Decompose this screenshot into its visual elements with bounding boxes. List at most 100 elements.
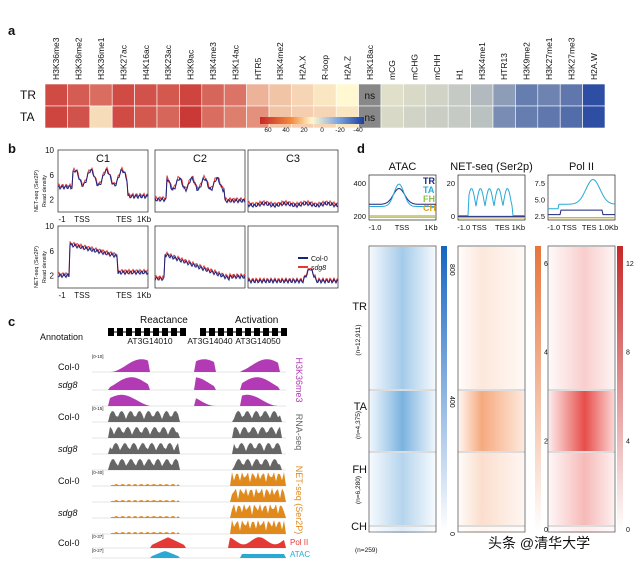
heatmap-column-label: H2A.W xyxy=(589,53,599,80)
heatmap-column-label: H1 xyxy=(454,69,464,80)
heatmap-cell xyxy=(134,83,158,107)
watermark: 头条 @清华大学 xyxy=(488,535,590,551)
heatmap-column-label: H3K36me3 xyxy=(51,37,61,80)
track-signal xyxy=(92,426,286,438)
heatmap-cell xyxy=(515,83,539,107)
heatmap-cell xyxy=(492,83,516,107)
cluster-count: (n=259) xyxy=(355,547,378,554)
track-signal xyxy=(92,504,286,518)
profile-frame xyxy=(57,149,149,213)
cluster-profile-curve xyxy=(548,178,616,210)
track-signal xyxy=(92,410,286,422)
cluster-profile-y-tick: 7.5 xyxy=(535,179,545,188)
cluster-colorbar-tick: 400 xyxy=(448,396,455,408)
profile-cluster-title: C3 xyxy=(286,153,300,165)
panel-label-d: d xyxy=(357,141,365,156)
heatmap-cell xyxy=(134,105,158,129)
heatmap-cell xyxy=(380,83,404,107)
track-sample-label: sdg8 xyxy=(58,380,78,390)
profile-curve xyxy=(154,253,246,282)
cluster-profile-y-tick: 0 xyxy=(451,212,455,221)
heatmap-cell xyxy=(44,83,68,107)
profile-x-tick: TES xyxy=(116,215,132,224)
cluster-profile-x-tick: -1.0 xyxy=(369,223,382,232)
heatmap-cell xyxy=(380,105,404,129)
heatmap-column-label: mCHG xyxy=(410,54,420,80)
cluster-column-title: ATAC xyxy=(389,161,417,173)
heatmap-cell xyxy=(223,83,247,107)
profile-curve xyxy=(57,241,149,278)
heatmap-cell xyxy=(582,105,606,129)
heatmap-column-label: H2A.Z xyxy=(342,56,352,80)
cluster-colorbar-tick: 0 xyxy=(626,527,630,534)
cluster-count: (n=6,280) xyxy=(355,476,362,504)
heatmap-cell xyxy=(201,105,225,129)
heatmap-column-label: H3K27ac xyxy=(118,44,128,80)
heatmap-ns-label: ns xyxy=(365,113,376,124)
heatmap-cell xyxy=(67,105,91,129)
profile-curve xyxy=(57,166,149,199)
cluster-profile-y-tick: 2.5 xyxy=(535,212,545,221)
track-scale: [0-27] xyxy=(92,548,104,553)
heatmap-cell xyxy=(179,83,203,107)
profile-curve xyxy=(57,242,149,279)
heatmap-column-label: H3K36me2 xyxy=(74,37,84,80)
profile-x-tick: -1 xyxy=(58,215,66,224)
cluster-legend-label: TA xyxy=(423,185,435,195)
region-label: Reactance xyxy=(140,315,188,326)
heatmap-cell xyxy=(559,105,583,129)
profile-curve xyxy=(247,200,339,209)
gene-model-exon xyxy=(281,328,287,336)
cluster-column-title: Pol II xyxy=(569,161,594,173)
gene-model-exon xyxy=(153,328,159,336)
track-group-label: NET-seq (Ser2P) xyxy=(294,466,304,535)
profile-x-tick: 1Kb xyxy=(137,291,152,300)
gene-model-exon xyxy=(171,328,177,336)
cluster-colorbar-tick: 800 xyxy=(448,264,455,276)
cluster-label: CH xyxy=(351,521,367,533)
cluster-colorbar-tick: 4 xyxy=(544,350,548,357)
track-group-label: Pol II xyxy=(290,538,308,547)
heatmap-cell xyxy=(335,83,359,107)
profile-curve xyxy=(247,268,339,285)
heatmap-cell xyxy=(537,105,561,129)
cluster-profile-x-tick: 1Kb xyxy=(424,223,437,232)
cluster-legend-label: TR xyxy=(423,176,435,186)
cluster-colorbar-tick: 2 xyxy=(544,438,548,445)
heatmap-row-label: TR xyxy=(20,88,36,102)
track-sample-label: Col-0 xyxy=(58,476,80,486)
profile-cluster-title: C1 xyxy=(96,153,110,165)
cluster-colorbar-tick: 6 xyxy=(544,261,548,268)
region-label: Activation xyxy=(235,315,278,326)
track-scale: [0-37] xyxy=(92,534,104,539)
heatmap-column-label: H3K14ac xyxy=(230,44,240,80)
cluster-profile-x-tick: -1.0 TSS xyxy=(547,223,576,232)
profile-frame xyxy=(247,149,339,213)
gene-model-exon xyxy=(126,328,132,336)
panel-label-a: a xyxy=(8,23,16,38)
heatmap-column-label: H3K18ac xyxy=(365,44,375,80)
gene-model-exon xyxy=(117,328,123,336)
cluster-profile-x-tick: TES 1.0Kb xyxy=(582,223,618,232)
track-signal xyxy=(92,472,286,486)
heatmap-column-label: H3K4me3 xyxy=(208,42,218,80)
panel-label-c: c xyxy=(8,314,15,329)
heatmap-column-label: H3K36me1 xyxy=(96,37,106,80)
cluster-heatmap-block xyxy=(459,453,524,525)
profile-curve xyxy=(247,267,339,283)
heatmap-column-label: H2A.X xyxy=(298,55,308,80)
colorbar-tick: -40 xyxy=(353,127,363,134)
heatmap-ns-label: ns xyxy=(365,91,376,102)
track-signal xyxy=(92,537,286,548)
heatmap-cell xyxy=(201,83,225,107)
annotation-label: Annotation xyxy=(40,332,83,342)
heatmap-cell xyxy=(425,83,449,107)
colorbar-tick: 20 xyxy=(300,127,308,134)
cluster-legend-label: CH xyxy=(423,203,436,213)
heatmap-cell xyxy=(470,105,494,129)
cluster-profile-y-tick: 5.0 xyxy=(535,196,545,205)
heatmap-column-label: H4K16ac xyxy=(141,44,151,80)
profile-y-label: Read density xyxy=(42,175,48,207)
cluster-heatmap-block xyxy=(459,527,524,533)
